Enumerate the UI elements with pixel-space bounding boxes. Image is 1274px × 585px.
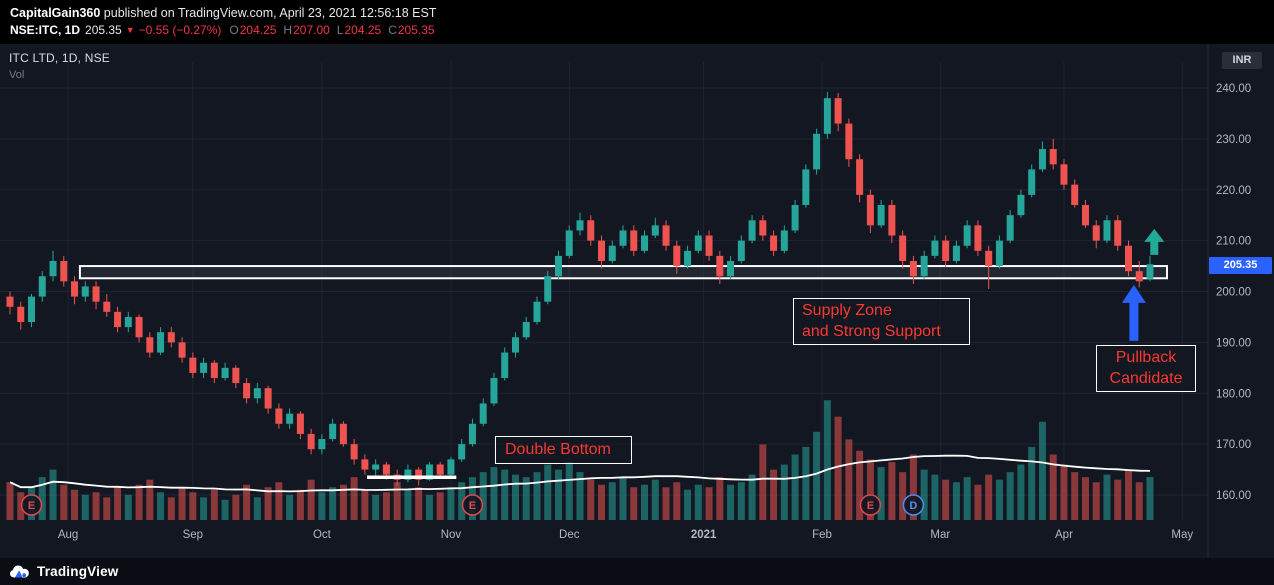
last-price-badge: 205.35: [1209, 257, 1272, 274]
pullback-candidate-annotation[interactable]: Pullback Candidate: [1096, 345, 1196, 392]
svg-text:Sep: Sep: [183, 529, 203, 541]
supply-zone-line2: and Strong Support: [802, 323, 941, 340]
ohlc-values: O 204.25 H 207.00 L 204.25 C 205.35: [229, 22, 434, 39]
supply-zone-rect[interactable]: [78, 265, 1169, 280]
svg-text:190.00: 190.00: [1216, 337, 1251, 349]
svg-text:Nov: Nov: [441, 529, 462, 541]
high-value: H 207.00: [283, 23, 330, 37]
time-axis[interactable]: Aug Sep Oct Nov Dec 2021 Feb Mar Apr May: [58, 529, 1194, 541]
tradingview-footer: TradingView: [0, 558, 1274, 585]
svg-text:May: May: [1171, 529, 1193, 541]
double-bottom-text: Double Bottom: [505, 441, 611, 458]
svg-text:240.00: 240.00: [1216, 83, 1251, 95]
svg-text:210.00: 210.00: [1216, 236, 1251, 248]
candlestick-series: [6, 92, 1154, 486]
close-value: C 205.35: [388, 23, 435, 37]
down-triangle-icon: ▼: [125, 25, 135, 35]
price-axis[interactable]: 240.00 230.00 220.00 210.00 200.00 190.00 180.…: [1207, 44, 1251, 558]
attribution-line: CapitalGain360 published on TradingView.…: [10, 5, 1274, 22]
svg-text:Aug: Aug: [58, 529, 78, 541]
svg-text:E: E: [867, 500, 874, 512]
price-change: −0.55 (−0.27%): [138, 23, 222, 37]
author-name: CapitalGain360: [10, 6, 101, 20]
svg-text:160.00: 160.00: [1216, 490, 1251, 502]
supply-zone-line1: Supply Zone: [802, 302, 892, 319]
tradingview-logo-icon: [10, 565, 29, 578]
svg-text:Dec: Dec: [559, 529, 580, 541]
svg-text:2021: 2021: [691, 529, 717, 541]
open-value: O 204.25: [229, 23, 277, 37]
currency-badge[interactable]: INR: [1222, 52, 1262, 69]
svg-text:Oct: Oct: [313, 529, 332, 541]
pullback-line2: Candidate: [1109, 370, 1183, 387]
svg-text:E: E: [28, 500, 35, 512]
attribution-bar: CapitalGain360 published on TradingView.…: [0, 0, 1274, 44]
low-value: L 204.25: [336, 23, 382, 37]
svg-text:200.00: 200.00: [1216, 287, 1251, 299]
svg-text:Apr: Apr: [1055, 529, 1073, 541]
quote-line: NSE:ITC, 1D 205.35 ▼ −0.55 (−0.27%) O 204…: [10, 22, 1274, 39]
symbol-interval: NSE:ITC, 1D: [10, 23, 81, 37]
svg-text:170.00: 170.00: [1216, 439, 1251, 451]
svg-text:Mar: Mar: [930, 529, 950, 541]
svg-text:Feb: Feb: [812, 529, 832, 541]
tradingview-brand: TradingView: [37, 564, 119, 579]
arrow-markers[interactable]: [1121, 228, 1165, 341]
chart-region[interactable]: E E E D Aug Sep Oct Nov Dec 2021 Feb Mar Apr May 240.0…: [0, 44, 1274, 558]
last-price: 205.35: [85, 23, 122, 37]
svg-text:180.00: 180.00: [1216, 388, 1251, 400]
published-text: published on TradingView.com, April 23, …: [100, 6, 437, 20]
svg-text:D: D: [909, 500, 917, 512]
volume-ma-line: [9, 454, 1151, 493]
pullback-line1: Pullback: [1115, 349, 1177, 366]
svg-text:230.00: 230.00: [1216, 134, 1251, 146]
candlestick-chart[interactable]: E E E D Aug Sep Oct Nov Dec 2021 Feb Mar Apr May 240.0…: [0, 44, 1274, 558]
svg-text:220.00: 220.00: [1216, 185, 1251, 197]
svg-text:E: E: [469, 500, 476, 512]
supply-zone-annotation[interactable]: Supply Zone and Strong Support: [793, 298, 970, 345]
volume-bars: [6, 400, 1154, 520]
double-bottom-annotation[interactable]: Double Bottom: [495, 436, 632, 464]
